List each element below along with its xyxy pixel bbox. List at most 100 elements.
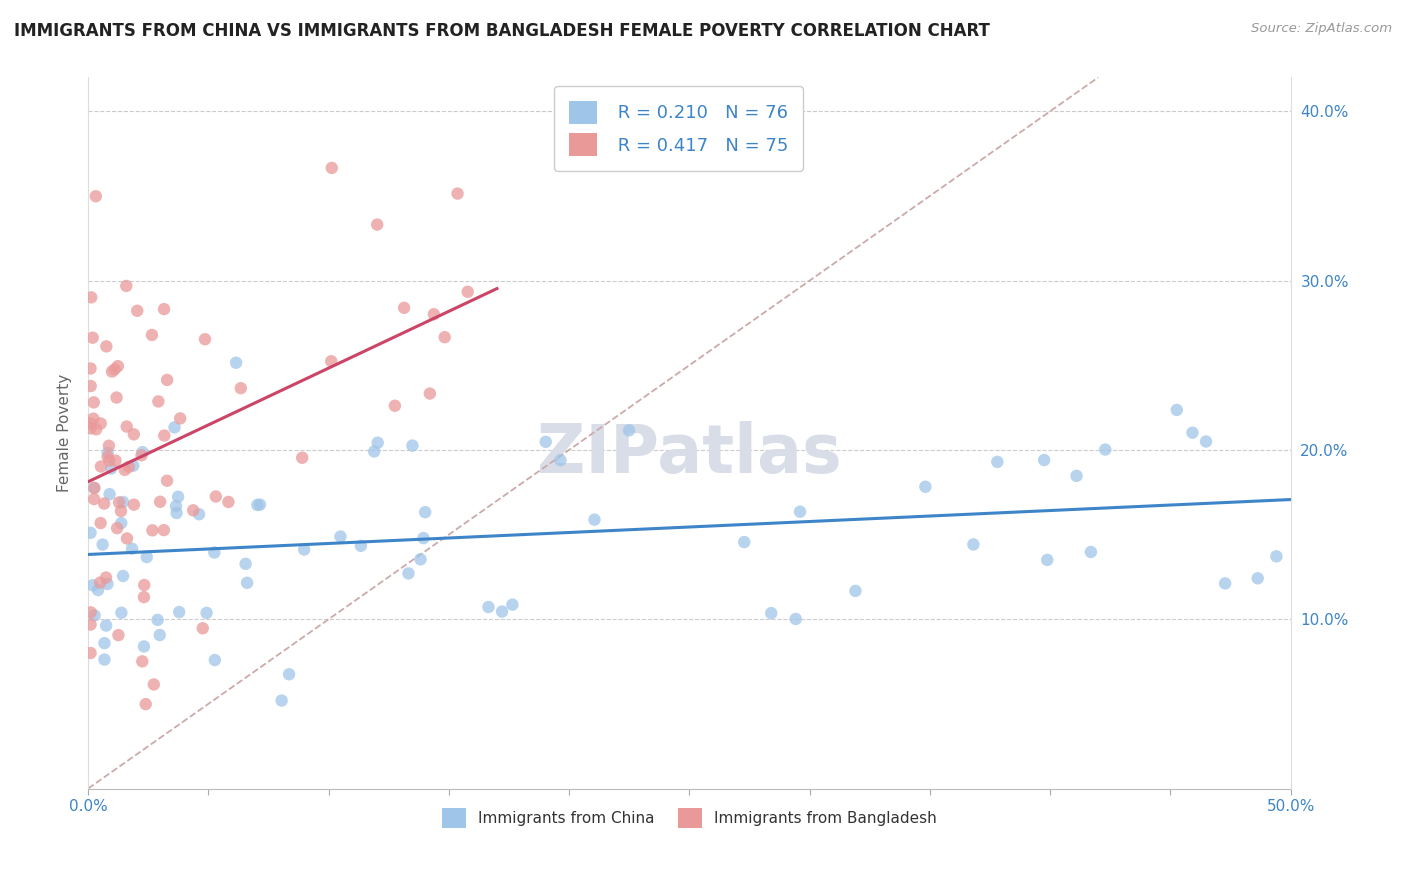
Point: [169, 411, 191, 425]
Legend: Immigrants from China, Immigrants from Bangladesh: Immigrants from China, Immigrants from B…: [436, 803, 943, 834]
Point: [131, 654, 153, 668]
Point: [392, 301, 415, 315]
Point: [132, 640, 155, 654]
Point: [80, 606, 103, 620]
Point: [491, 605, 513, 619]
Point: [156, 373, 179, 387]
Point: [501, 598, 523, 612]
Point: [82, 411, 104, 425]
Point: [110, 504, 132, 518]
Point: [79, 617, 101, 632]
Point: [1166, 403, 1188, 417]
Point: [114, 463, 136, 477]
Point: [550, 453, 572, 467]
Point: [110, 516, 132, 530]
Point: [79, 361, 101, 376]
Point: [1033, 453, 1056, 467]
Point: [217, 495, 239, 509]
Point: [785, 612, 807, 626]
Point: [131, 445, 153, 459]
Text: Source: ZipAtlas.com: Source: ZipAtlas.com: [1251, 22, 1392, 36]
Point: [93, 636, 115, 650]
Point: [96, 339, 118, 353]
Point: [350, 539, 373, 553]
Point: [166, 506, 188, 520]
Point: [122, 427, 145, 442]
Point: [82, 578, 104, 592]
Point: [122, 458, 145, 473]
Point: [79, 646, 101, 660]
Point: [79, 417, 101, 431]
Point: [104, 453, 127, 467]
Point: [163, 420, 186, 434]
Point: [141, 524, 163, 538]
Point: [278, 667, 301, 681]
Point: [409, 552, 432, 566]
Point: [90, 417, 112, 431]
Point: [986, 455, 1008, 469]
Point: [149, 494, 172, 508]
Point: [1213, 576, 1236, 591]
Point: [148, 394, 170, 409]
Point: [617, 423, 640, 437]
Point: [110, 606, 132, 620]
Point: [80, 379, 103, 393]
Point: [121, 541, 143, 556]
Point: [1181, 425, 1204, 440]
Point: [142, 677, 165, 691]
Point: [82, 331, 104, 345]
Point: [127, 303, 149, 318]
Point: [1195, 434, 1218, 449]
Point: [115, 279, 138, 293]
Point: [108, 495, 131, 509]
Point: [188, 508, 211, 522]
Point: [134, 578, 156, 592]
Point: [79, 525, 101, 540]
Point: [367, 435, 389, 450]
Point: [146, 613, 169, 627]
Point: [433, 330, 456, 344]
Point: [321, 354, 343, 368]
Point: [914, 480, 936, 494]
Point: [761, 606, 783, 620]
Text: IMMIGRANTS FROM CHINA VS IMMIGRANTS FROM BANGLADESH FEMALE POVERTY CORRELATION C: IMMIGRANTS FROM CHINA VS IMMIGRANTS FROM…: [14, 22, 990, 40]
Point: [195, 606, 218, 620]
Point: [83, 395, 105, 409]
Point: [446, 186, 468, 201]
Point: [181, 503, 204, 517]
Point: [97, 446, 120, 460]
Point: [149, 628, 172, 642]
Point: [83, 481, 105, 495]
Point: [97, 439, 120, 453]
Point: [83, 481, 105, 495]
Point: [141, 327, 163, 342]
Point: [194, 332, 217, 346]
Point: [107, 359, 129, 373]
Point: [104, 362, 127, 376]
Point: [90, 459, 112, 474]
Point: [93, 652, 115, 666]
Point: [1094, 442, 1116, 457]
Point: [135, 697, 157, 711]
Point: [135, 550, 157, 565]
Point: [98, 453, 121, 467]
Point: [91, 538, 114, 552]
Point: [122, 498, 145, 512]
Point: [89, 575, 111, 590]
Point: [80, 290, 103, 304]
Point: [131, 448, 153, 462]
Point: [97, 450, 120, 464]
Point: [84, 189, 107, 203]
Point: [115, 419, 138, 434]
Point: [534, 434, 557, 449]
Point: [153, 302, 176, 317]
Point: [94, 570, 117, 584]
Point: [423, 307, 446, 321]
Point: [83, 491, 105, 506]
Point: [205, 490, 228, 504]
Point: [204, 653, 226, 667]
Point: [457, 285, 479, 299]
Point: [98, 487, 121, 501]
Point: [132, 590, 155, 604]
Point: [1247, 571, 1270, 585]
